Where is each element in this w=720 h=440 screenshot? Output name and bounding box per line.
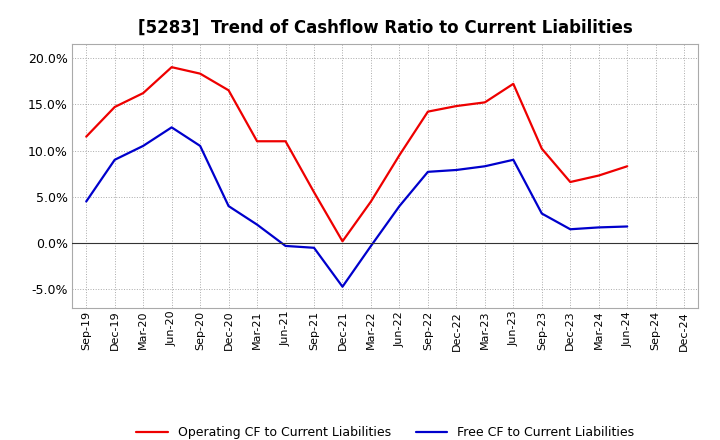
Free CF to Current Liabilities xyxy=(566,227,575,232)
Free CF to Current Liabilities xyxy=(139,143,148,149)
Operating CF to Current Liabilities xyxy=(566,180,575,185)
Free CF to Current Liabilities xyxy=(110,157,119,162)
Operating CF to Current Liabilities xyxy=(338,238,347,244)
Line: Operating CF to Current Liabilities: Operating CF to Current Liabilities xyxy=(86,67,627,241)
Line: Free CF to Current Liabilities: Free CF to Current Liabilities xyxy=(86,127,627,287)
Operating CF to Current Liabilities xyxy=(310,190,318,195)
Title: [5283]  Trend of Cashflow Ratio to Current Liabilities: [5283] Trend of Cashflow Ratio to Curren… xyxy=(138,19,633,37)
Free CF to Current Liabilities xyxy=(623,224,631,229)
Free CF to Current Liabilities xyxy=(282,243,290,249)
Free CF to Current Liabilities xyxy=(225,203,233,209)
Operating CF to Current Liabilities xyxy=(595,173,603,178)
Free CF to Current Liabilities xyxy=(366,243,375,249)
Operating CF to Current Liabilities xyxy=(82,134,91,139)
Operating CF to Current Liabilities xyxy=(139,91,148,96)
Operating CF to Current Liabilities xyxy=(196,71,204,76)
Free CF to Current Liabilities xyxy=(395,203,404,209)
Operating CF to Current Liabilities xyxy=(282,139,290,144)
Operating CF to Current Liabilities xyxy=(253,139,261,144)
Free CF to Current Liabilities xyxy=(423,169,432,175)
Operating CF to Current Liabilities xyxy=(395,153,404,158)
Free CF to Current Liabilities xyxy=(253,222,261,227)
Free CF to Current Liabilities xyxy=(509,157,518,162)
Free CF to Current Liabilities xyxy=(452,167,461,172)
Free CF to Current Liabilities xyxy=(537,211,546,216)
Operating CF to Current Liabilities xyxy=(509,81,518,87)
Free CF to Current Liabilities xyxy=(167,125,176,130)
Operating CF to Current Liabilities xyxy=(480,100,489,105)
Operating CF to Current Liabilities xyxy=(452,103,461,109)
Operating CF to Current Liabilities xyxy=(623,164,631,169)
Free CF to Current Liabilities xyxy=(480,164,489,169)
Free CF to Current Liabilities xyxy=(82,199,91,204)
Operating CF to Current Liabilities xyxy=(423,109,432,114)
Free CF to Current Liabilities xyxy=(595,225,603,230)
Operating CF to Current Liabilities xyxy=(366,199,375,204)
Operating CF to Current Liabilities xyxy=(225,88,233,93)
Free CF to Current Liabilities xyxy=(196,143,204,149)
Free CF to Current Liabilities xyxy=(338,284,347,290)
Operating CF to Current Liabilities xyxy=(537,146,546,151)
Operating CF to Current Liabilities xyxy=(110,104,119,110)
Legend: Operating CF to Current Liabilities, Free CF to Current Liabilities: Operating CF to Current Liabilities, Fre… xyxy=(136,426,634,439)
Operating CF to Current Liabilities xyxy=(167,65,176,70)
Free CF to Current Liabilities xyxy=(310,245,318,250)
